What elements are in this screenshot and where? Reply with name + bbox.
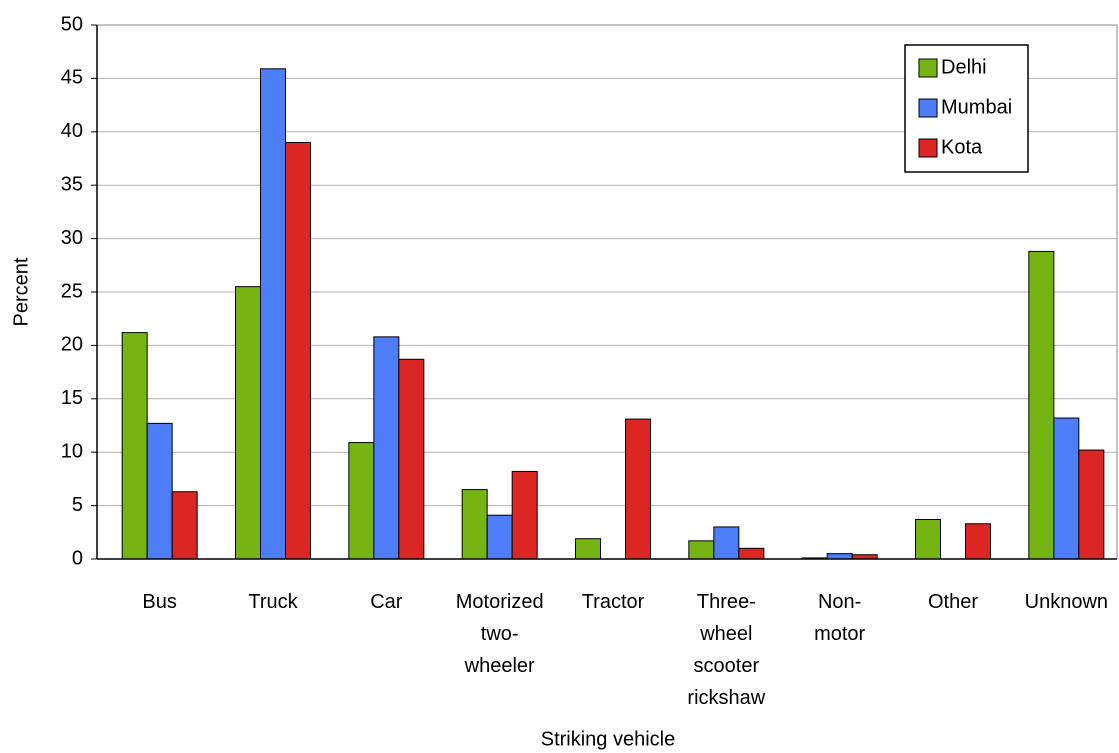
- legend-swatch: [918, 138, 938, 158]
- bar: [1053, 417, 1080, 560]
- x-tick-label-line: scooter: [694, 655, 760, 677]
- x-tick-label-line: motor: [814, 623, 865, 645]
- y-tick-label: 15: [61, 387, 83, 409]
- bar: [146, 422, 173, 560]
- x-tick-label-line: Car: [370, 591, 403, 613]
- x-tick-label: Three-wheel scooter rickshaw: [687, 591, 765, 709]
- bar: [965, 523, 991, 560]
- bar: [235, 286, 261, 560]
- x-tick-label-line: rickshaw: [687, 687, 765, 709]
- x-tick-label-line: Unknown: [1025, 591, 1108, 613]
- x-tick-label: Non-motor: [814, 591, 865, 645]
- x-tick-label-line: Non-: [818, 591, 861, 613]
- y-tick-label: 5: [72, 494, 83, 516]
- y-tick-label: 50: [61, 13, 83, 35]
- x-tick-label-line: two-: [481, 623, 519, 645]
- bar: [486, 514, 513, 560]
- bar: [373, 336, 400, 560]
- bar: [1028, 250, 1055, 560]
- x-tick-label: Other: [928, 591, 978, 613]
- legend-label: Delhi: [941, 56, 987, 78]
- x-tick-label-line: wheeler: [464, 655, 535, 677]
- x-tick-label: Motorized two-wheeler: [456, 591, 544, 677]
- y-axis-label: Percent: [10, 257, 32, 326]
- bar: [260, 68, 286, 560]
- y-tick-label: 30: [61, 227, 83, 249]
- bar: [625, 418, 651, 560]
- y-tick-label: 20: [61, 334, 83, 356]
- x-tick-label-line: Bus: [142, 591, 176, 613]
- x-tick-label-line: wheel: [699, 623, 752, 645]
- bar: [285, 141, 311, 560]
- y-tick-label: 45: [61, 67, 83, 89]
- x-tick-label: Car: [370, 591, 403, 613]
- legend-swatch: [918, 98, 938, 118]
- x-tick-label-line: Three-: [697, 591, 756, 613]
- bar: [348, 442, 375, 560]
- bar: [713, 526, 740, 560]
- x-tick-label-line: Motorized: [456, 591, 544, 613]
- x-tick-label: Unknown: [1025, 591, 1108, 613]
- x-tick-label-line: Truck: [248, 591, 298, 613]
- y-tick-label: 10: [61, 440, 83, 462]
- legend-label: Kota: [941, 136, 983, 158]
- x-tick-label: Tractor: [582, 591, 645, 613]
- legend-label: Mumbai: [941, 96, 1012, 118]
- x-tick-label-line: Other: [928, 591, 978, 613]
- bar: [511, 470, 538, 560]
- bar: [826, 553, 853, 560]
- x-tick-label: Truck: [248, 591, 298, 613]
- bar: [575, 538, 601, 560]
- y-tick-label: 40: [61, 120, 83, 142]
- bar: [171, 491, 198, 560]
- bar: [688, 540, 715, 560]
- y-tick-label: 35: [61, 173, 83, 195]
- y-tick-label: 0: [72, 547, 83, 569]
- bar: [1078, 449, 1105, 560]
- bar: [398, 358, 425, 560]
- bar: [121, 332, 148, 560]
- bar: [461, 489, 488, 560]
- bar: [915, 518, 941, 560]
- x-axis-label: Striking vehicle: [541, 728, 676, 750]
- x-tick-label: Bus: [142, 591, 176, 613]
- y-tick-label: 25: [61, 280, 83, 302]
- bar: [738, 547, 765, 560]
- legend-swatch: [918, 58, 938, 78]
- x-tick-label-line: Tractor: [582, 591, 645, 613]
